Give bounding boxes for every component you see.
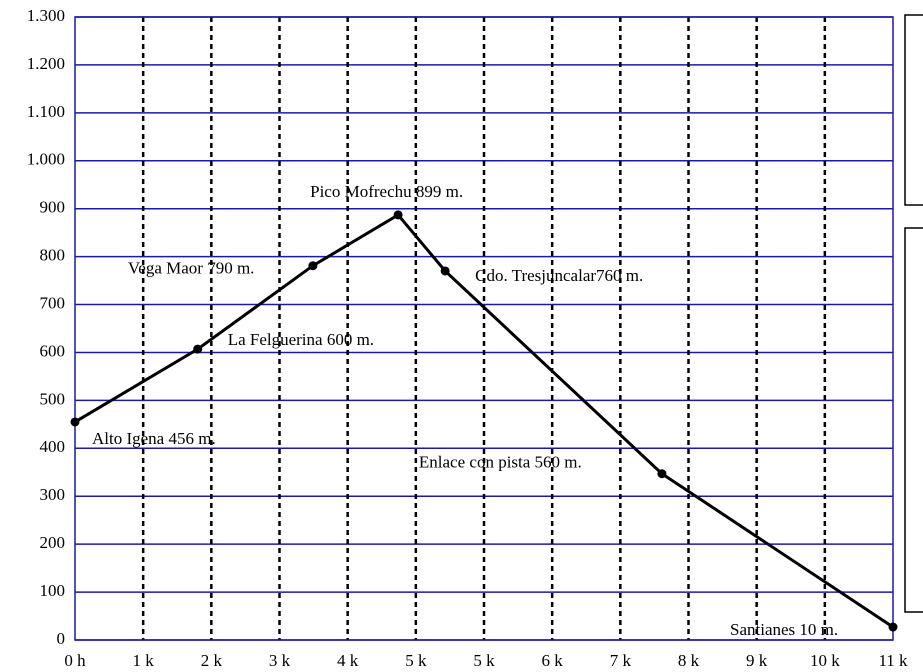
y-tick-label: 800 — [40, 246, 66, 265]
y-tick-label: 1.100 — [27, 102, 65, 121]
x-tick-label: 7 k — [610, 651, 632, 670]
point — [70, 417, 80, 427]
point — [193, 344, 203, 354]
point-label: Cdo. Tresjuncalar760 m. — [475, 266, 643, 285]
point — [657, 469, 667, 479]
plot-border — [74, 16, 894, 641]
point — [440, 266, 450, 276]
point-label: Vega Maor 790 m. — [128, 259, 255, 278]
y-tick-label: 900 — [40, 198, 66, 217]
point-label: Santianes 10 m. — [730, 620, 838, 639]
point-label: La Felguerina 600 m. — [228, 330, 374, 349]
x-tick-label: 8 k — [678, 651, 700, 670]
y-tick-label: 1.200 — [27, 54, 65, 73]
x-tick-label: 6 k — [542, 651, 564, 670]
y-tick-label: 100 — [40, 581, 66, 600]
y-tick-label: 1.000 — [27, 150, 65, 169]
x-tick-label: 4 k — [337, 651, 359, 670]
x-tick-label: 9 k — [746, 651, 768, 670]
point-label: Alto Igena 456 m. — [92, 429, 216, 448]
point — [393, 210, 403, 220]
x-tick-label: 11 k — [878, 651, 908, 670]
point — [888, 622, 898, 632]
x-tick-label: 2 k — [201, 651, 223, 670]
y-tick-label: 0 — [57, 629, 66, 648]
y-tick-label: 700 — [40, 293, 66, 312]
x-tick-label: 3 k — [269, 651, 291, 670]
point-label: Enlace con pista 560 m. — [419, 453, 582, 472]
y-tick-label: 500 — [40, 389, 66, 408]
y-tick-label: 200 — [40, 533, 66, 552]
y-tick-label: 1.300 — [27, 6, 65, 25]
point-label: Pico Mofrechu 899 m. — [310, 182, 463, 201]
x-tick-label: 10 k — [810, 651, 840, 670]
x-tick-label: 5 k — [473, 651, 495, 670]
y-tick-label: 600 — [40, 341, 66, 360]
x-tick-label: 1 k — [133, 651, 155, 670]
y-tick-label: 400 — [40, 437, 66, 456]
y-tick-label: 300 — [40, 485, 66, 504]
x-tick-label: 5 k — [405, 651, 427, 670]
side-box — [904, 227, 923, 613]
x-tick-label: 0 h — [64, 651, 86, 670]
side-box — [904, 14, 923, 206]
point — [308, 261, 318, 271]
